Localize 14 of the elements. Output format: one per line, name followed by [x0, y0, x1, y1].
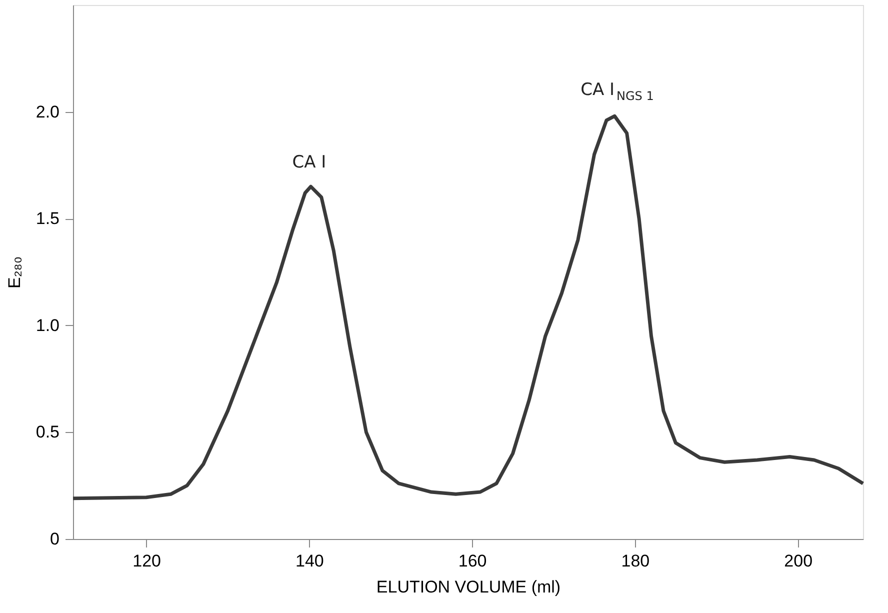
x-tick-label: 200	[784, 552, 813, 570]
line-series	[71, 114, 865, 500]
y-tick-label: 1.5	[36, 209, 60, 228]
x-tick-label: 140	[296, 552, 324, 570]
x-tick-label: 120	[132, 552, 161, 570]
x-axis-title: ELUTION VOLUME (ml)	[376, 578, 561, 596]
y-tick-label: 0	[50, 530, 60, 548]
y-tick-label: 1.0	[36, 316, 60, 335]
annotation: CA I	[292, 152, 326, 173]
y-tick-label: 0.5	[36, 422, 60, 442]
y-axis-title: E₂₈₀	[4, 256, 24, 289]
x-tick-label: 180	[621, 552, 650, 570]
y-tick-label: 2.0	[36, 102, 60, 122]
x-tick-label: 160	[458, 552, 487, 570]
